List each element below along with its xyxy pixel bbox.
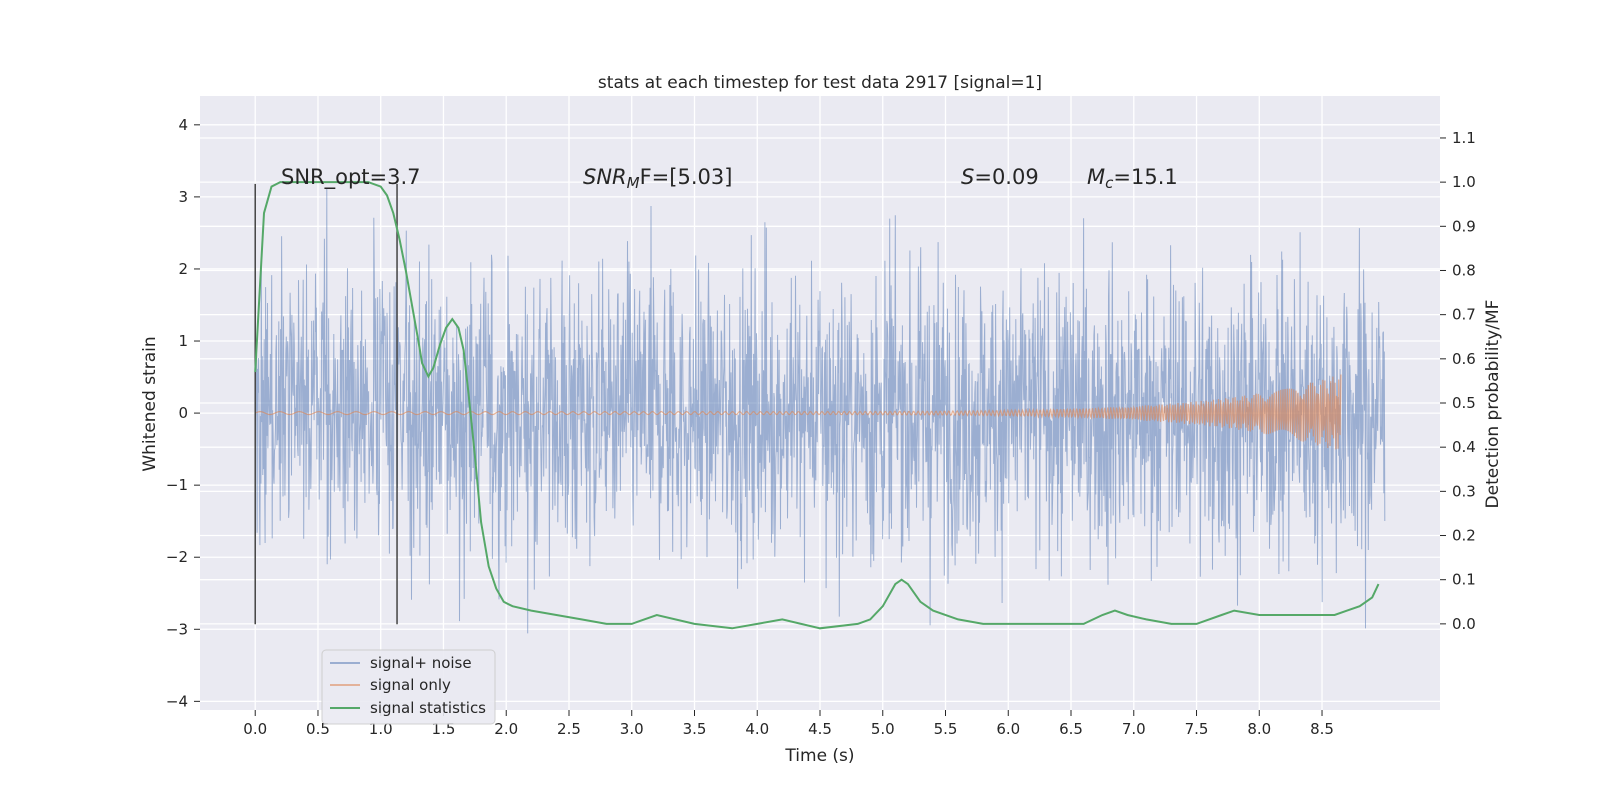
annotation-snr-opt: SNR_opt=3.7 [281,165,421,190]
x-tick-label: 2.0 [494,720,518,738]
x-tick-label: 7.0 [1122,720,1146,738]
y-right-tick-label: 0.6 [1452,350,1476,368]
legend-label-signal: signal only [370,676,451,694]
signal-trace [254,374,1342,450]
y-ticks-right: 1.1 1.0 0.9 0.8 0.7 0.6 0.5 0.4 0.3 0.2 0.1 0.0 [1440,129,1476,633]
y-right-tick-label: 0.9 [1452,217,1476,235]
x-tick-label: 4.5 [808,720,832,738]
y-right-tick-label: 0.3 [1452,482,1476,500]
y-right-tick-label: 0.1 [1452,571,1476,589]
x-tick-label: 6.0 [996,720,1020,738]
y-tick-label: 0 [178,404,188,422]
annotation-snr-mf: SNRMF=[5.03] [583,165,732,192]
y-tick-label: −3 [166,620,188,638]
x-axis-label: Time (s) [784,746,854,766]
annotation-mc: Mc=15.1 [1087,165,1178,192]
y-right-tick-label: 0.0 [1452,615,1476,633]
y-tick-label: −1 [166,476,188,494]
y-right-tick-label: 0.8 [1452,261,1476,279]
x-tick-label: 7.5 [1185,720,1209,738]
x-tick-label: 0.0 [243,720,267,738]
legend-label-stats: signal statistics [370,699,486,717]
x-tick-label: 4.0 [745,720,769,738]
legend-box [321,649,496,725]
x-tick-label: 0.5 [306,720,330,738]
y-right-tick-label: 0.2 [1452,527,1476,545]
x-tick-label: 5.5 [934,720,958,738]
x-tick-label: 8.5 [1310,720,1334,738]
legend-label-noise: signal+ noise [370,654,472,672]
y-right-tick-label: 0.7 [1452,306,1476,324]
y-tick-label: −2 [166,548,188,566]
y-tick-label: 3 [178,188,188,206]
y-tick-label: 2 [178,260,188,278]
x-tick-label: 5.0 [871,720,895,738]
y-axis-label: Whitened strain [140,336,160,471]
signal-plus-noise-series [254,188,1386,634]
signal-only-series [254,374,1342,450]
y-tick-label: −4 [166,692,188,710]
chart-title: stats at each timestep for test data 291… [598,73,1042,93]
x-tick-label: 3.5 [683,720,707,738]
stats-line [254,181,1380,630]
x-tick-label: 2.5 [557,720,581,738]
y-tick-label: 1 [178,332,188,350]
y-axis-label-right: Detection probability/MF [1483,300,1503,509]
x-ticks: 0.0 0.5 1.0 1.5 2.0 2.5 3.0 3.5 4.0 4.5 5.0 5.5 6.0 6… [243,710,1334,738]
y-right-tick-label: 1.0 [1452,173,1476,191]
legend: signal+ noise signal only signal statist… [321,649,496,725]
noise-trace [254,188,1386,634]
y-right-tick-label: 1.1 [1452,129,1476,147]
y-right-tick-label: 0.4 [1452,438,1476,456]
x-tick-label: 3.0 [620,720,644,738]
signal-statistics-series [254,181,1380,630]
x-tick-label: 8.0 [1247,720,1271,738]
y-tick-label: 4 [178,116,188,134]
y-right-tick-label: 0.5 [1452,394,1476,412]
y-ticks-left: 4 3 2 1 0 −1 −2 −3 −4 [166,116,200,710]
vertical-markers [254,183,398,625]
x-tick-label: 6.5 [1059,720,1083,738]
annotation-s: S=0.09 [961,165,1039,189]
